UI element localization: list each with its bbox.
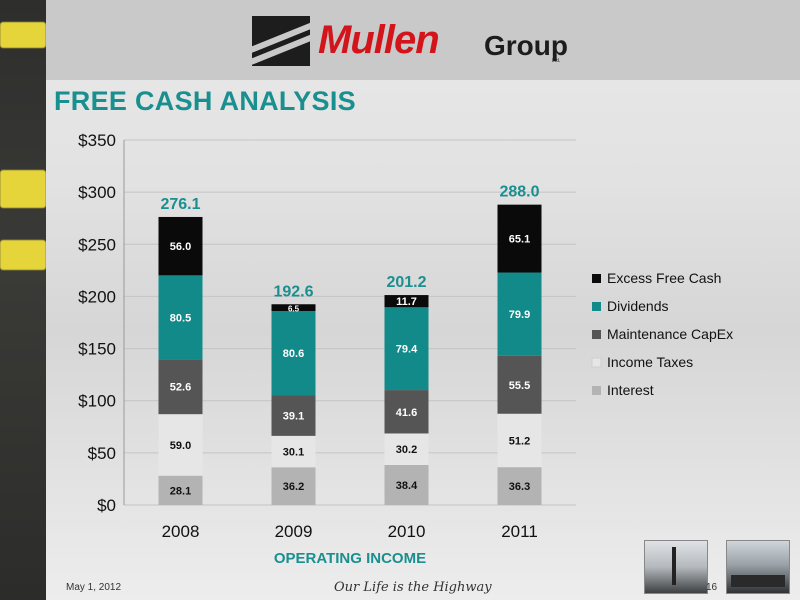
legend-label: Dividends bbox=[607, 298, 668, 314]
data-label: 79.9 bbox=[509, 309, 530, 321]
y-tick-label: $150 bbox=[78, 340, 116, 359]
x-tick-label: 2010 bbox=[388, 522, 426, 541]
data-label: 80.5 bbox=[170, 312, 191, 324]
data-label: 80.6 bbox=[283, 348, 304, 360]
y-tick-label: $250 bbox=[78, 235, 116, 254]
y-tick-label: $200 bbox=[78, 287, 116, 306]
legend-label: Excess Free Cash bbox=[607, 270, 721, 286]
bar-segment bbox=[384, 295, 429, 308]
y-tick-label: $50 bbox=[88, 444, 116, 463]
stacked-bar-chart: $0 $50 $100 $150 $200 $250 $300 $350 28.1 59.0 52.… bbox=[78, 131, 733, 567]
y-tick-label: $300 bbox=[78, 183, 116, 202]
legend-label: Interest bbox=[607, 382, 654, 398]
legend-swatch bbox=[592, 386, 601, 395]
logo-mark-icon bbox=[252, 16, 310, 66]
data-label: 11.7 bbox=[396, 296, 417, 308]
logo-brand-text: Mullen bbox=[318, 18, 440, 62]
data-label: 36.3 bbox=[509, 481, 530, 493]
x-axis-title: OPERATING INCOME bbox=[274, 550, 426, 567]
data-label: 38.4 bbox=[396, 480, 418, 492]
data-label: 59.0 bbox=[170, 440, 191, 452]
road-background bbox=[0, 0, 46, 600]
x-tick-label: 2011 bbox=[501, 522, 538, 541]
logo-ltd-text: Ltd. bbox=[552, 58, 561, 64]
bar-segment bbox=[271, 435, 316, 468]
bar-segment bbox=[158, 414, 203, 476]
bar-segment bbox=[497, 413, 542, 468]
total-label: 276.1 bbox=[160, 196, 200, 213]
data-label: 51.2 bbox=[509, 435, 530, 447]
bar-segment bbox=[158, 359, 203, 415]
page-title: FREE CASH ANALYSIS bbox=[54, 86, 356, 116]
company-logo: Mullen Group Ltd. bbox=[252, 16, 572, 68]
slide: Mullen Group Ltd. FREE CASH ANALYSIS $0 $… bbox=[46, 0, 800, 600]
header-band: Mullen Group Ltd. bbox=[46, 0, 800, 80]
bar-segment bbox=[384, 464, 429, 505]
road-line bbox=[0, 22, 46, 48]
total-label: 288.0 bbox=[499, 184, 539, 201]
x-tick-label: 2009 bbox=[275, 522, 313, 541]
bar-segment bbox=[158, 275, 203, 360]
bar-segment bbox=[271, 311, 316, 396]
data-label: 65.1 bbox=[509, 234, 530, 246]
data-label: 79.4 bbox=[396, 344, 418, 356]
bar-segment bbox=[497, 355, 542, 414]
footer: May 1, 2012 Our Life is the Highway 16 bbox=[46, 578, 800, 600]
bar-segment bbox=[497, 467, 542, 505]
bar-segment bbox=[271, 467, 316, 505]
y-tick-label: $0 bbox=[97, 496, 116, 515]
legend-swatch bbox=[592, 330, 601, 339]
bar-segment bbox=[384, 390, 429, 434]
photo-thumbnail bbox=[726, 540, 790, 594]
legend-label: Income Taxes bbox=[607, 354, 693, 370]
bar-segment bbox=[384, 307, 429, 391]
footer-date: May 1, 2012 bbox=[66, 582, 122, 593]
bar-segment bbox=[497, 204, 542, 273]
bar-segment bbox=[271, 304, 316, 312]
x-tick-label: 2008 bbox=[162, 522, 200, 541]
y-tick-label: $350 bbox=[78, 131, 116, 150]
total-label: 201.2 bbox=[386, 274, 426, 291]
legend-swatch bbox=[592, 274, 601, 283]
legend-swatch bbox=[591, 357, 602, 368]
bar-segment bbox=[497, 272, 542, 356]
road-line bbox=[0, 170, 46, 208]
legend-swatch bbox=[592, 302, 601, 311]
legend-label: Maintenance CapEx bbox=[607, 326, 733, 342]
y-tick-label: $100 bbox=[78, 392, 116, 411]
data-label: 56.0 bbox=[170, 241, 191, 253]
bar-segment bbox=[158, 216, 203, 276]
bar-segment bbox=[271, 395, 316, 436]
logo-group-text: Group bbox=[484, 30, 568, 61]
bar-segment bbox=[158, 475, 203, 505]
data-label: 52.6 bbox=[170, 382, 191, 394]
data-label: 55.5 bbox=[509, 380, 530, 392]
data-label: 28.1 bbox=[170, 485, 191, 497]
total-label: 192.6 bbox=[273, 283, 313, 300]
photo-thumbnail bbox=[644, 540, 708, 594]
page-number: 16 bbox=[706, 582, 718, 593]
data-label: 30.2 bbox=[396, 444, 417, 456]
road-line bbox=[0, 240, 46, 270]
footer-tagline: Our Life is the Highway bbox=[334, 580, 492, 595]
data-label: 30.1 bbox=[283, 447, 304, 459]
bar-segment bbox=[384, 433, 429, 465]
data-label: 6.5 bbox=[288, 305, 300, 314]
data-label: 36.2 bbox=[283, 481, 304, 493]
data-label: 39.1 bbox=[283, 410, 304, 422]
data-label: 41.6 bbox=[396, 407, 417, 419]
